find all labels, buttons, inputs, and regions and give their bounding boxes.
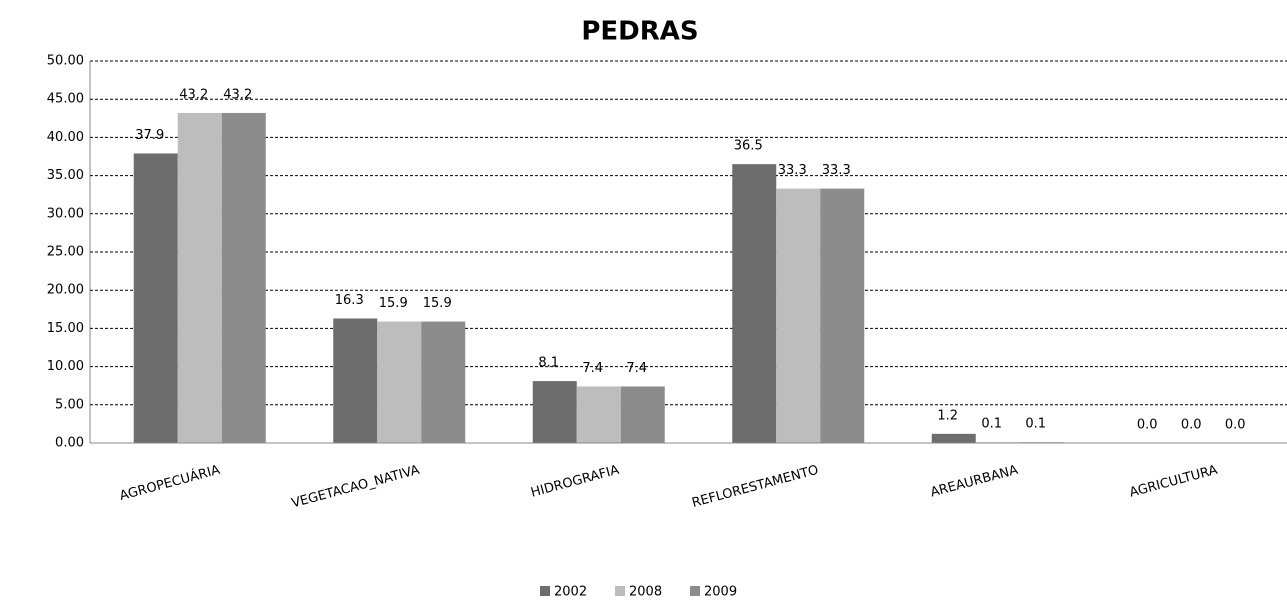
data-label: 0.0: [1137, 418, 1158, 433]
bar: [620, 386, 665, 443]
bar: [820, 188, 865, 443]
data-label: 43.2: [223, 87, 252, 102]
legend-swatch: [615, 586, 625, 596]
chart-title: PEDRAS: [581, 17, 698, 47]
y-tick-label: 20.00: [47, 283, 84, 298]
bar: [177, 112, 222, 444]
data-label: 0.0: [1225, 418, 1246, 433]
data-label: 1.2: [937, 408, 958, 423]
data-label: 15.9: [423, 296, 452, 311]
data-label: 0.1: [981, 417, 1002, 432]
data-label: 0.0: [1181, 418, 1202, 433]
bar: [776, 188, 821, 443]
legend-label: 2008: [629, 585, 662, 600]
legend-label: 2002: [554, 585, 587, 600]
x-tick-label: AGRICULTURA: [1128, 463, 1219, 501]
bar: [931, 433, 976, 443]
bar: [377, 321, 422, 443]
data-label: 33.3: [822, 163, 851, 178]
bar: [732, 164, 777, 443]
y-tick-label: 50.00: [47, 54, 84, 69]
y-tick-label: 0.00: [55, 436, 84, 451]
bar: [221, 112, 266, 444]
data-label: 8.1: [538, 356, 559, 371]
bar: [576, 386, 621, 443]
y-tick-label: 40.00: [47, 130, 84, 145]
y-tick-label: 35.00: [47, 168, 84, 183]
y-tick-label: 5.00: [55, 397, 84, 412]
x-tick-label: AGROPECUÁRIA: [118, 462, 222, 504]
x-tick-label: REFLORESTAMENTO: [690, 463, 820, 511]
bar: [333, 318, 378, 443]
y-tick-label: 45.00: [47, 92, 84, 107]
y-tick-label: 10.00: [47, 359, 84, 374]
y-tick-label: 25.00: [47, 245, 84, 260]
data-label: 15.9: [379, 296, 408, 311]
bar: [532, 381, 577, 443]
y-tick-label: 15.00: [47, 321, 84, 336]
data-label: 33.3: [778, 163, 807, 178]
y-tick-label: 30.00: [47, 206, 84, 221]
data-label: 7.4: [582, 361, 603, 376]
bar: [421, 321, 466, 443]
x-tick-label: VEGETACAO_NATIVA: [290, 463, 421, 512]
x-tick-label: AREAURBANA: [929, 463, 1020, 501]
data-label: 36.5: [734, 139, 763, 154]
x-tick-label: HIDROGRAFIA: [529, 463, 620, 501]
data-label: 43.2: [179, 87, 208, 102]
data-label: 37.9: [135, 128, 164, 143]
data-label: 0.1: [1025, 417, 1046, 432]
legend-swatch: [690, 586, 700, 596]
legend-label: 2009: [704, 585, 737, 600]
data-label: 16.3: [335, 293, 364, 308]
data-label: 7.4: [626, 361, 647, 376]
bar: [133, 153, 178, 443]
legend-swatch: [540, 586, 550, 596]
